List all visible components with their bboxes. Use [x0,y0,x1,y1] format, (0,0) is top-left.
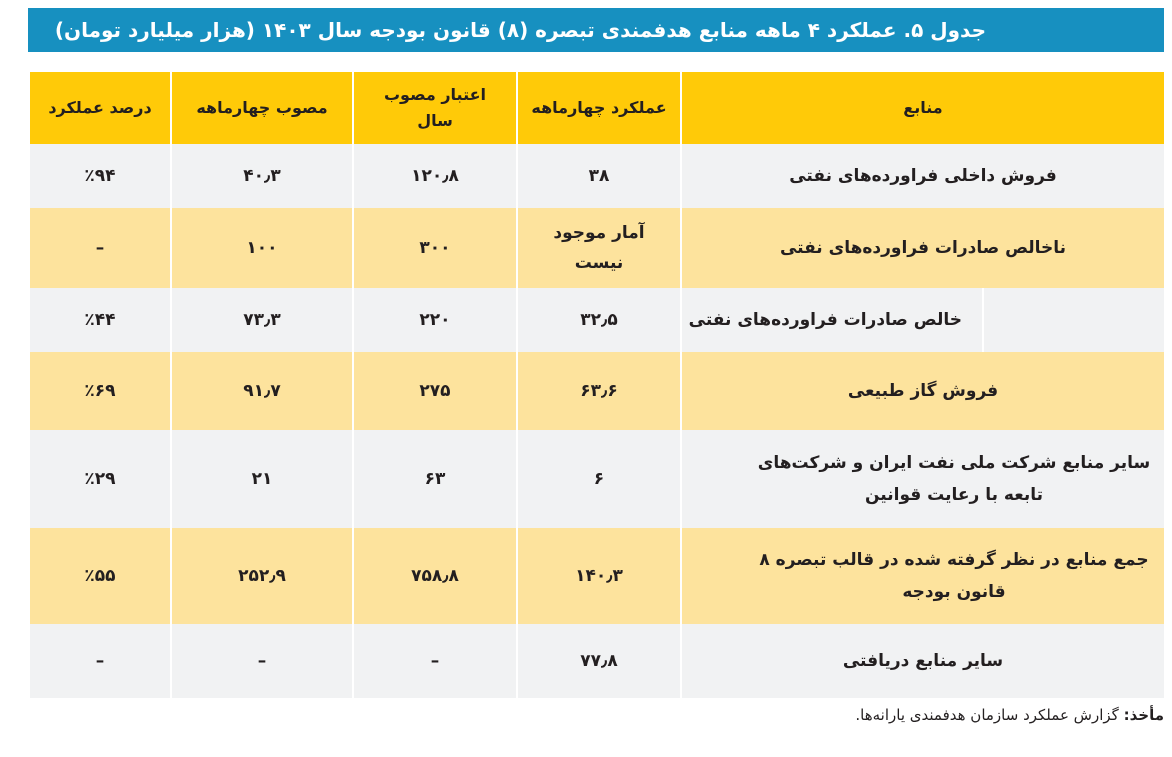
budget-table: منابع عملکرد چهارماهه اعتبار مصوب سال مص… [28,72,1166,698]
row-annual-approved: ۶۳ [352,430,518,528]
row-source: ناخالص صادرات فراورده‌های نفتی [680,208,1166,288]
row-source: سایر منابع دریافتی [680,624,1166,698]
row-source-label: خالص صادرات فراورده‌های نفتی [688,310,962,330]
table-row: سایر منابع دریافتی ۷۷٫۸ – – – [28,624,1166,698]
header-source: منابع [680,72,1166,144]
row-four-month-approved: ۱۰۰ [170,208,354,288]
table-row: ناخالص صادرات فراورده‌های نفتی آمار موجو… [28,208,1166,288]
row-percent: ٪۲۹ [28,430,172,528]
header-performance-percent: درصد عملکرد [28,72,172,144]
table-row: سایر منابع شرکت ملی نفت ایران و شرکت‌های… [28,430,1166,528]
table-row: فروش داخلی فراورده‌های نفتی ۳۸ ۱۲۰٫۸ ۴۰٫… [28,144,1166,208]
row-percent: ٪۵۵ [28,528,172,624]
row-performance: ۶۳٫۶ [516,352,682,430]
row-source: فروش گاز طبیعی [680,352,1166,430]
row-performance: ۳۲٫۵ [516,288,682,352]
source-text: گزارش عملکرد سازمان هدفمندی یارانه‌ها. [855,706,1119,724]
row-annual-approved: ۱۲۰٫۸ [352,144,518,208]
row-source: خالص صادرات فراورده‌های نفتی [680,288,1166,352]
source-label: مأخذ: [1123,706,1164,724]
row-four-month-approved: ۴۰٫۳ [170,144,354,208]
row-percent: ٪۶۹ [28,352,172,430]
row-performance: ۶ [516,430,682,528]
table-row: فروش گاز طبیعی ۶۳٫۶ ۲۷۵ ۹۱٫۷ ٪۶۹ [28,352,1166,430]
header-annual-approved: اعتبار مصوب سال [352,72,518,144]
table-header-row: منابع عملکرد چهارماهه اعتبار مصوب سال مص… [28,72,1166,144]
row-percent: – [28,208,172,288]
row-source: فروش داخلی فراورده‌های نفتی [680,144,1166,208]
row-annual-approved: ۳۰۰ [352,208,518,288]
row-four-month-approved: ۲۵۲٫۹ [170,528,354,624]
table-row: جمع منابع در نظر گرفته شده در قالب تبصره… [28,528,1166,624]
row-annual-approved: ۲۷۵ [352,352,518,430]
row-annual-approved: – [352,624,518,698]
row-percent: – [28,624,172,698]
row-percent: ٪۴۴ [28,288,172,352]
row-annual-approved: ۷۵۸٫۸ [352,528,518,624]
row-percent: ٪۹۴ [28,144,172,208]
row-performance: ۳۸ [516,144,682,208]
row-source: سایر منابع شرکت ملی نفت ایران و شرکت‌های… [680,430,1166,528]
row-performance: ۱۴۰٫۳ [516,528,682,624]
row-indent-spacer [982,288,1164,352]
source-note: مأخذ: گزارش عملکرد سازمان هدفمندی یارانه… [855,706,1164,724]
row-four-month-approved: ۲۱ [170,430,354,528]
header-four-month-performance: عملکرد چهارماهه [516,72,682,144]
row-performance: ۷۷٫۸ [516,624,682,698]
header-four-month-approved: مصوب چهارماهه [170,72,354,144]
row-performance: آمار موجود نیست [516,208,682,288]
row-annual-approved: ۲۲۰ [352,288,518,352]
row-four-month-approved: – [170,624,354,698]
table-title: جدول ۵. عملکرد ۴ ماهه منابع هدفمندی تبصر… [28,8,1164,52]
row-source: جمع منابع در نظر گرفته شده در قالب تبصره… [680,528,1166,624]
table-row: خالص صادرات فراورده‌های نفتی ۳۲٫۵ ۲۲۰ ۷۳… [28,288,1166,352]
row-four-month-approved: ۹۱٫۷ [170,352,354,430]
row-four-month-approved: ۷۳٫۳ [170,288,354,352]
